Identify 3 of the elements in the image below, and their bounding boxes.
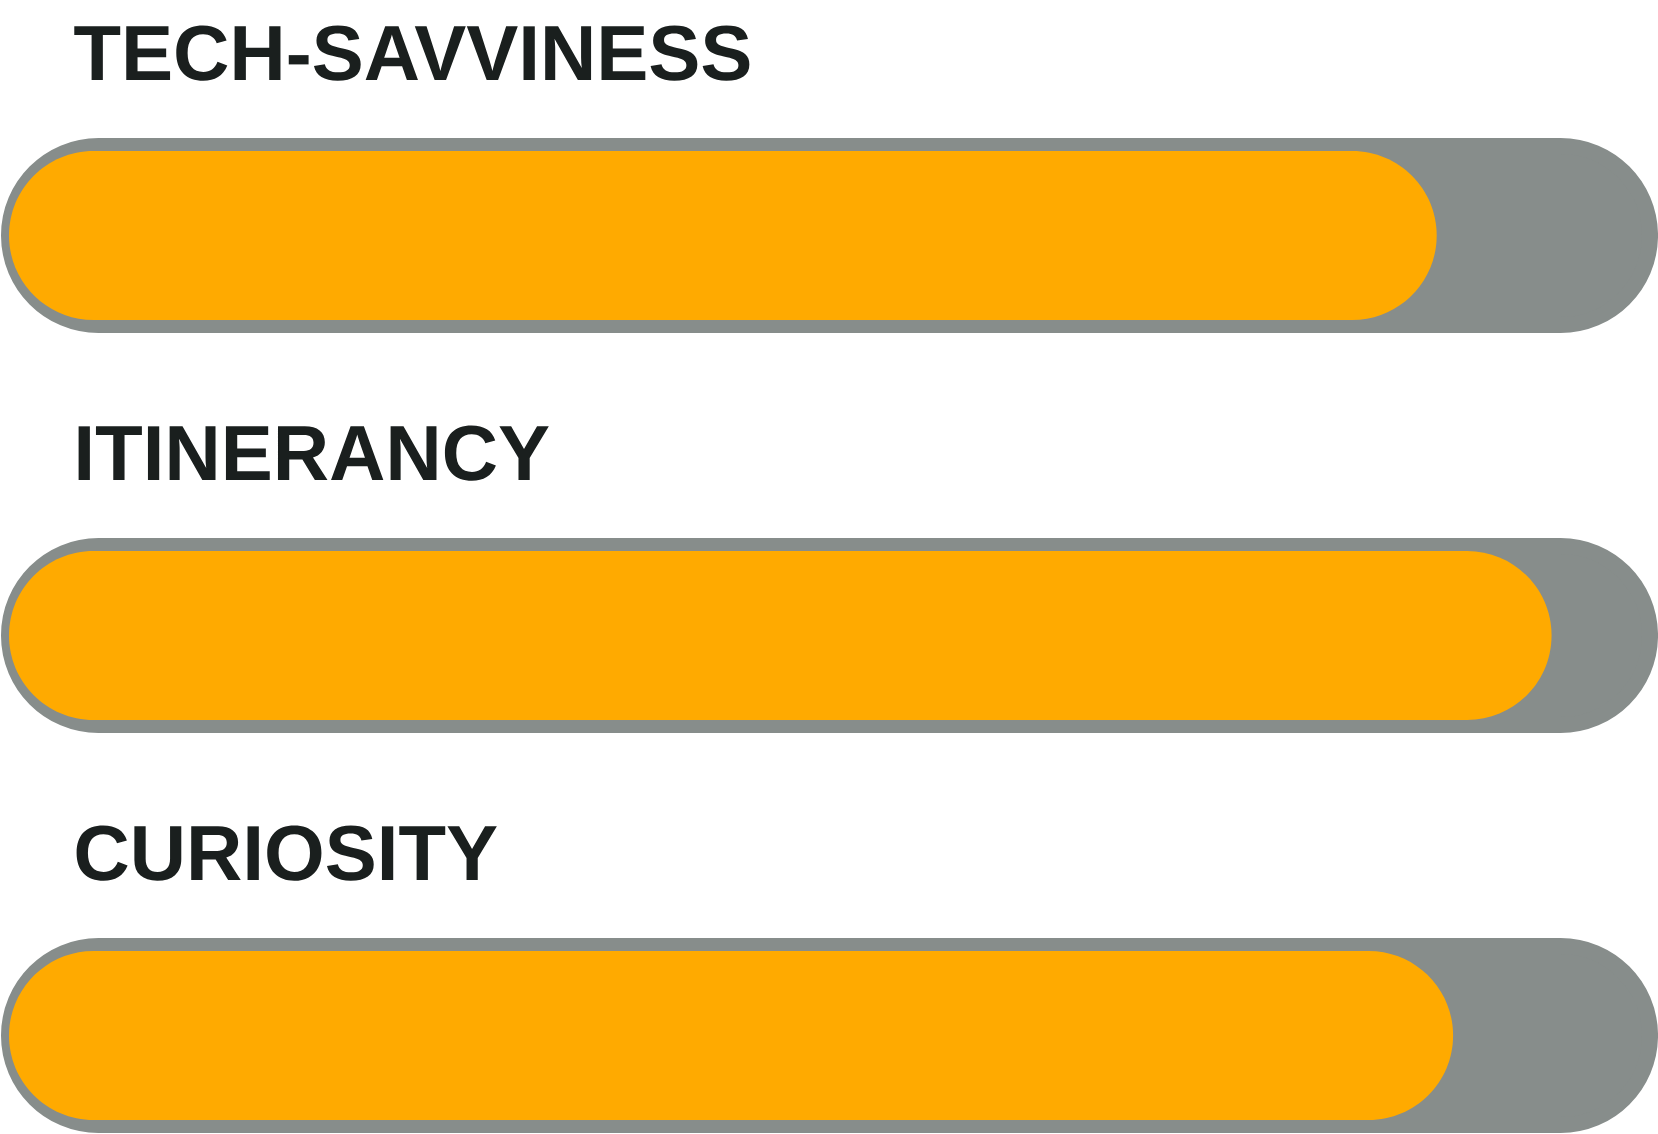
y-tick-label: ITINERANCY xyxy=(78,425,549,481)
y-tick-label: TECH-SAVVINESS xyxy=(74,25,750,81)
y-tick-label: CURIOSITY xyxy=(76,825,497,881)
